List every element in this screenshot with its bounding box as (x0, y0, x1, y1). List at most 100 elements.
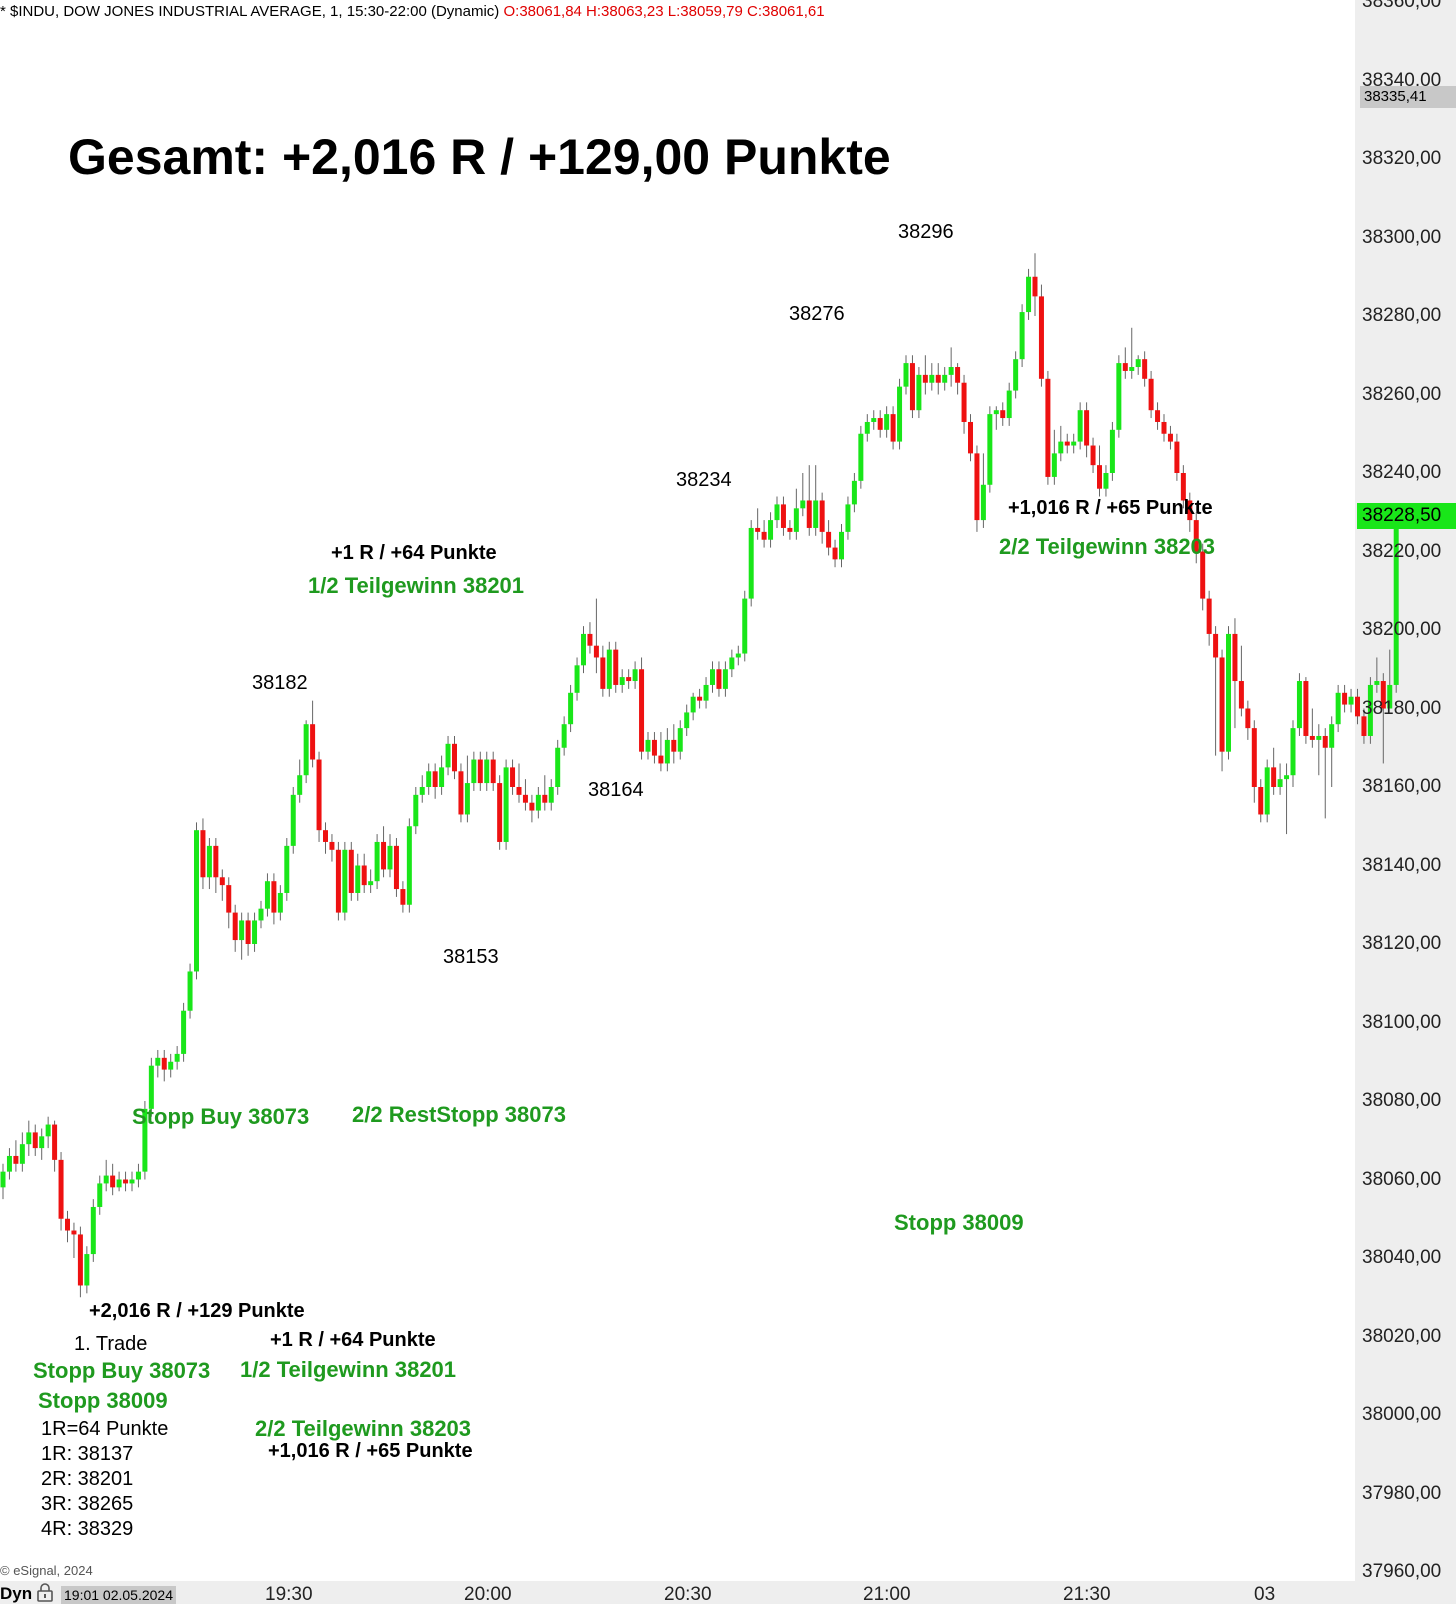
candle-body (1290, 728, 1296, 776)
candle (187, 963, 193, 1019)
candle (245, 912, 251, 956)
candle (1122, 347, 1128, 379)
candle-body (1271, 767, 1277, 787)
candle-body (1135, 359, 1141, 368)
candle (632, 661, 638, 689)
candle-body (1161, 421, 1167, 434)
candle-body (400, 889, 406, 905)
candle-body (639, 669, 645, 752)
candle-body (1193, 520, 1199, 552)
candle (587, 622, 593, 654)
candle-body (161, 1057, 167, 1070)
candle (406, 818, 412, 913)
candle-body (381, 841, 387, 870)
candle-body (71, 1230, 77, 1235)
candle (490, 751, 496, 791)
candle (1148, 370, 1154, 419)
candle (1161, 414, 1167, 442)
candle-body (581, 633, 586, 666)
candle-body (968, 421, 973, 454)
candle-body (6, 1155, 12, 1172)
candle (832, 539, 838, 568)
candle (516, 763, 522, 803)
price-tick-label: 38080,00 (1362, 1090, 1442, 1111)
candle-body (1148, 378, 1154, 411)
partial1-result-label: +1 R / +64 Punkte (331, 542, 497, 564)
candle (381, 826, 387, 878)
candle-body (787, 527, 793, 532)
candle-body (1013, 359, 1019, 391)
candle (839, 524, 844, 568)
candle (1264, 759, 1270, 823)
candle (948, 347, 954, 387)
candle (213, 838, 219, 893)
candle (97, 1175, 103, 1215)
candle (980, 453, 986, 528)
candle-body (871, 418, 877, 422)
candle (348, 841, 354, 901)
candle-body (987, 414, 993, 485)
candle (1245, 700, 1251, 740)
candle (129, 1171, 135, 1192)
candle-body (1097, 465, 1102, 489)
candle (1077, 402, 1083, 450)
candle-body (445, 743, 451, 768)
candle (290, 787, 296, 854)
candle-body (974, 453, 980, 521)
summary-partial2: 2/2 Teilgewinn 38203 (255, 1416, 472, 1441)
candle (368, 869, 374, 893)
time-tick-label: 20:30 (664, 1584, 712, 1605)
candle (1116, 355, 1122, 438)
candle (677, 720, 683, 760)
candle-body (510, 767, 516, 787)
candle-body (58, 1159, 64, 1219)
candle-body (703, 684, 709, 701)
summary-r-value: 1R=64 Punkte (41, 1418, 169, 1440)
candle (174, 1046, 180, 1070)
candle (651, 732, 657, 764)
candle (755, 508, 761, 540)
candle (1071, 433, 1077, 454)
time-tick-label: 21:00 (863, 1584, 911, 1605)
summary-partial2-result: +1,016 R / +65 Punkte (268, 1440, 473, 1462)
price-label-low-1: 38153 (443, 946, 499, 968)
candle-body (284, 845, 290, 893)
candle-body (1019, 312, 1025, 360)
candle (452, 735, 457, 780)
price-tick-label: 38360,00 (1362, 0, 1442, 12)
candle (1329, 716, 1335, 787)
candle-body (903, 363, 909, 387)
candle (1193, 512, 1199, 564)
candle (1026, 268, 1032, 320)
candle (729, 649, 735, 678)
candle-body (226, 885, 232, 913)
candle-body (129, 1179, 135, 1184)
dyn-button[interactable]: Dyn (0, 1584, 32, 1604)
lock-icon[interactable] (36, 1582, 54, 1602)
candle-body (916, 374, 922, 411)
candle (477, 751, 483, 791)
candle (123, 1171, 129, 1192)
candle-body (258, 908, 264, 921)
candle (1064, 433, 1070, 454)
candle-body (194, 830, 199, 972)
price-label-low-2: 38164 (588, 779, 644, 801)
candle-body (1167, 433, 1173, 442)
candle (1316, 724, 1322, 776)
candle-body (651, 739, 657, 756)
candle-body (1200, 551, 1206, 599)
partial1-label: 1/2 Teilgewinn 38201 (308, 573, 525, 598)
candle (219, 869, 225, 901)
candle-body (722, 669, 728, 689)
candle-body (1180, 473, 1186, 501)
candle-body (135, 1171, 141, 1180)
candle (542, 775, 548, 811)
candle-body (542, 794, 548, 803)
candle-body (1006, 390, 1012, 419)
partial2-label: 2/2 Teilgewinn 38203 (999, 534, 1216, 559)
summary-partial1: 1/2 Teilgewinn 38201 (240, 1357, 457, 1382)
candle-body (484, 759, 490, 784)
candle (1187, 492, 1193, 532)
candle (194, 822, 199, 980)
summary-result: +2,016 R / +129 Punkte (89, 1300, 305, 1322)
